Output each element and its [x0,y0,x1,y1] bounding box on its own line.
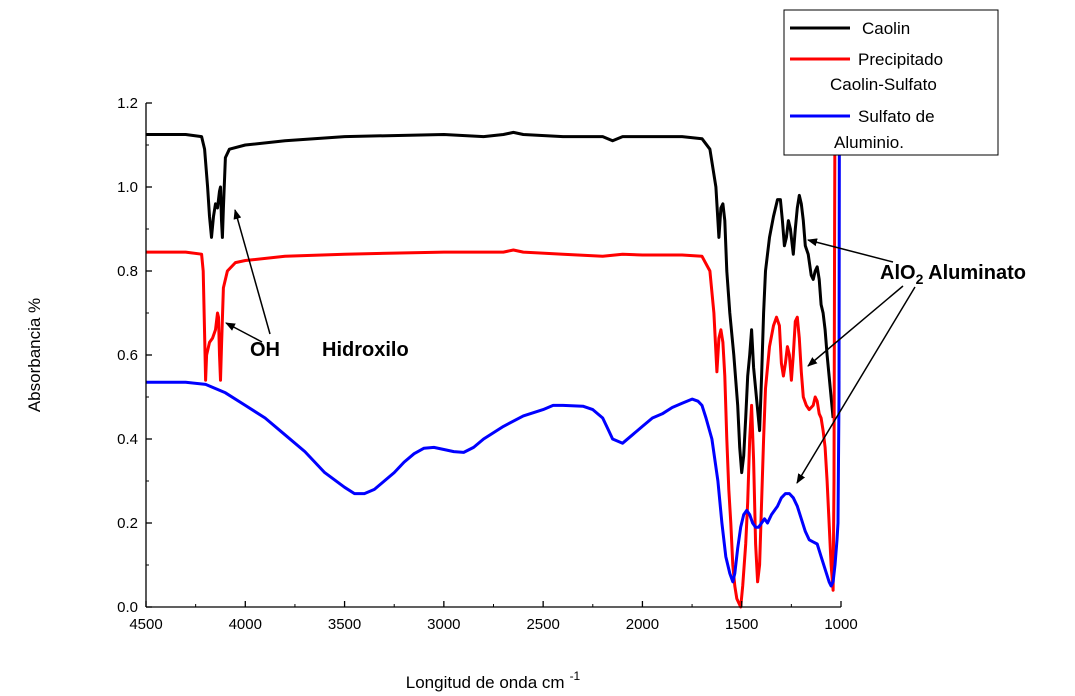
annotation-oh: OH [250,339,280,361]
y-ticks: 0.0 0.2 0.4 0.6 0.8 1.0 1.2 [117,95,152,616]
legend: Caolin Precipitado Caolin-Sulfato Sulfat… [783,9,999,156]
y-tick-label-2: 0.4 [117,431,138,448]
x-tick-label-4000: 4000 [229,616,262,633]
legend-label-sulfato-2: Aluminio. [834,133,904,152]
legend-label-caolin: Caolin [862,19,910,38]
series-line-0 [146,130,835,475]
legend-label-precipitado-1: Precipitado [858,50,943,69]
arrow-oh-precipitado [225,322,263,343]
y-tick-label-5: 1.0 [117,179,138,196]
legend-label-sulfato-1: Sulfato de [858,107,935,126]
annotation-alo2-subscript: 2 [916,271,924,287]
x-ticks: 4500 4000 3500 3000 2500 2000 1500 1000 [129,601,858,633]
annotation-hidroxilo: Hidroxilo [322,339,409,361]
arrow-oh-caolin [233,209,271,335]
x-tick-label-2500: 2500 [526,616,559,633]
y-tick-label-0: 0.0 [117,599,138,616]
x-axis-title: Longitud de onda cm -1 [406,669,581,692]
legend-label-precipitado-2: Caolin-Sulfato [830,75,937,94]
x-tick-label-1000: 1000 [824,616,857,633]
series-line-2 [146,102,841,588]
annotation-alo2-suffix: Aluminato [923,262,1026,284]
annotation-alo2: AlO2 Aluminato [880,262,1026,287]
x-tick-label-1500: 1500 [725,616,758,633]
y-tick-label-4: 0.8 [117,263,138,280]
legend-box [783,9,999,156]
x-axis-title-superscript: -1 [570,669,581,683]
x-axis-title-text: Longitud de onda cm [406,673,565,692]
arrow-alo2-sulfato [796,286,916,484]
annotation-alo2-prefix: AlO [880,262,916,284]
x-tick-label-4500: 4500 [129,616,162,633]
y-tick-label-3: 0.6 [117,347,138,364]
series-line-1 [146,102,837,609]
series-layer [146,102,841,609]
arrow-alo2-caolin [807,238,894,263]
x-tick-label-3000: 3000 [427,616,460,633]
y-tick-label-6: 1.2 [117,95,138,112]
y-tick-label-1: 0.2 [117,515,138,532]
arrow-alo2-precipitado [807,285,904,367]
x-tick-label-3500: 3500 [328,616,361,633]
y-axis-title: Absorbancia % [25,298,44,412]
x-tick-label-2000: 2000 [626,616,659,633]
annotations: OH Hidroxilo AlO2 Aluminato [225,209,1026,484]
